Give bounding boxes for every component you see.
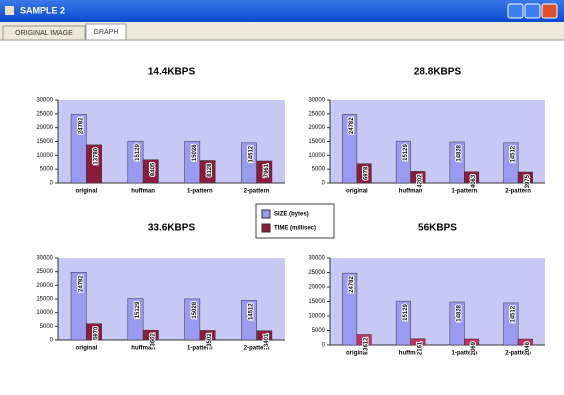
y-tick-label: 5000 — [312, 167, 326, 173]
value-label: 15129 — [135, 143, 141, 160]
y-tick-label: 5000 — [40, 167, 54, 173]
app-icon — [5, 6, 14, 15]
y-tick-label: 20000 — [308, 125, 325, 131]
value-label: 15129 — [135, 301, 141, 318]
minimize-button[interactable] — [508, 4, 523, 18]
value-label: 3401 — [264, 333, 270, 347]
maximize-button[interactable] — [525, 4, 540, 18]
value-label: 7961 — [264, 163, 270, 177]
value-label: 14512 — [510, 305, 516, 322]
value-label: 14512 — [510, 145, 516, 162]
value-label: 14828 — [457, 144, 463, 161]
y-tick-label: 10000 — [308, 314, 325, 320]
y-tick-label: 15000 — [308, 299, 325, 305]
y-tick-label: 25000 — [308, 111, 325, 117]
legend-label: TIME (millisec) — [274, 226, 316, 232]
y-tick-label: 25000 — [308, 270, 325, 276]
value-label: 3975 — [525, 174, 531, 188]
title-bar — [0, 0, 564, 22]
y-tick-label: 25000 — [36, 269, 53, 275]
y-tick-label: 5000 — [312, 328, 326, 334]
value-label: 2161 — [417, 341, 423, 355]
value-label: 15028 — [192, 301, 198, 318]
value-label: 8405 — [150, 162, 156, 176]
y-tick-label: 10000 — [308, 153, 325, 159]
y-tick-label: 20000 — [36, 125, 53, 131]
y-tick-label: 20000 — [36, 283, 53, 289]
window: SAMPLE 2 ORIGINAL IMAGE GRAPH SIZE (byte… — [0, 0, 564, 390]
y-tick-label: 30000 — [36, 98, 53, 104]
value-label: 3502 — [207, 333, 213, 347]
legend-swatch — [262, 224, 270, 232]
x-tick-label: original — [76, 346, 98, 352]
value-label: 6978 — [364, 166, 370, 180]
x-tick-label: 2-pattern — [244, 189, 270, 195]
chart-title: 28.8KBPS — [414, 67, 462, 78]
tab-label[interactable]: ORIGINAL IMAGE — [15, 30, 73, 37]
y-tick-label: 5000 — [40, 324, 54, 330]
y-tick-label: 10000 — [36, 310, 53, 316]
value-label: 15129 — [403, 143, 409, 160]
x-tick-label: 1-pattern — [452, 189, 478, 195]
legend-box — [256, 204, 334, 238]
x-tick-label: original — [346, 189, 368, 195]
value-label: 4202 — [417, 174, 423, 188]
close-button[interactable] — [542, 4, 557, 18]
chart-title: 33.6KBPS — [148, 223, 196, 234]
y-tick-label: 30000 — [36, 256, 53, 262]
window-title: SAMPLE 2 — [20, 5, 65, 15]
legend: SIZE (bytes) TIME (millisec) — [256, 204, 334, 238]
x-tick-label: 1-pattern — [187, 189, 213, 195]
value-label: 24782 — [78, 275, 84, 292]
tab-label[interactable]: GRAPH — [94, 29, 119, 36]
y-tick-label: 15000 — [308, 139, 325, 145]
value-label: 14828 — [457, 304, 463, 321]
value-label: 8128 — [207, 163, 213, 177]
value-label: 5970 — [94, 326, 100, 340]
chart-title: 14.4KBPS — [148, 67, 196, 78]
value-label: 3602 — [150, 333, 156, 347]
x-tick-label: original — [76, 189, 98, 195]
value-label: 15129 — [403, 303, 409, 320]
chart-title: 56KBPS — [418, 223, 457, 234]
x-tick-label: huffman — [399, 189, 423, 195]
value-label: 2069 — [471, 341, 477, 355]
y-tick-label: 25000 — [36, 111, 53, 117]
value-label: 4063 — [471, 174, 477, 188]
x-tick-label: 2-pattern — [505, 189, 531, 195]
value-label: 24782 — [349, 275, 355, 292]
value-label: 3612 — [364, 337, 370, 351]
value-label: 2046 — [525, 341, 531, 355]
legend-label: SIZE (bytes) — [274, 212, 309, 218]
y-tick-label: 30000 — [308, 256, 325, 262]
legend-swatch — [262, 210, 270, 218]
value-label: 24782 — [349, 117, 355, 134]
x-tick-label: huffman — [131, 189, 155, 195]
y-tick-label: 15000 — [36, 139, 53, 145]
y-tick-label: 10000 — [36, 153, 53, 159]
value-label: 24782 — [78, 117, 84, 134]
value-label: 13780 — [94, 147, 100, 164]
value-label: 14512 — [249, 303, 255, 320]
y-tick-label: 20000 — [308, 285, 325, 291]
y-tick-label: 30000 — [308, 98, 325, 104]
value-label: 14512 — [249, 145, 255, 162]
y-tick-label: 15000 — [36, 297, 53, 303]
value-label: 15028 — [192, 144, 198, 161]
